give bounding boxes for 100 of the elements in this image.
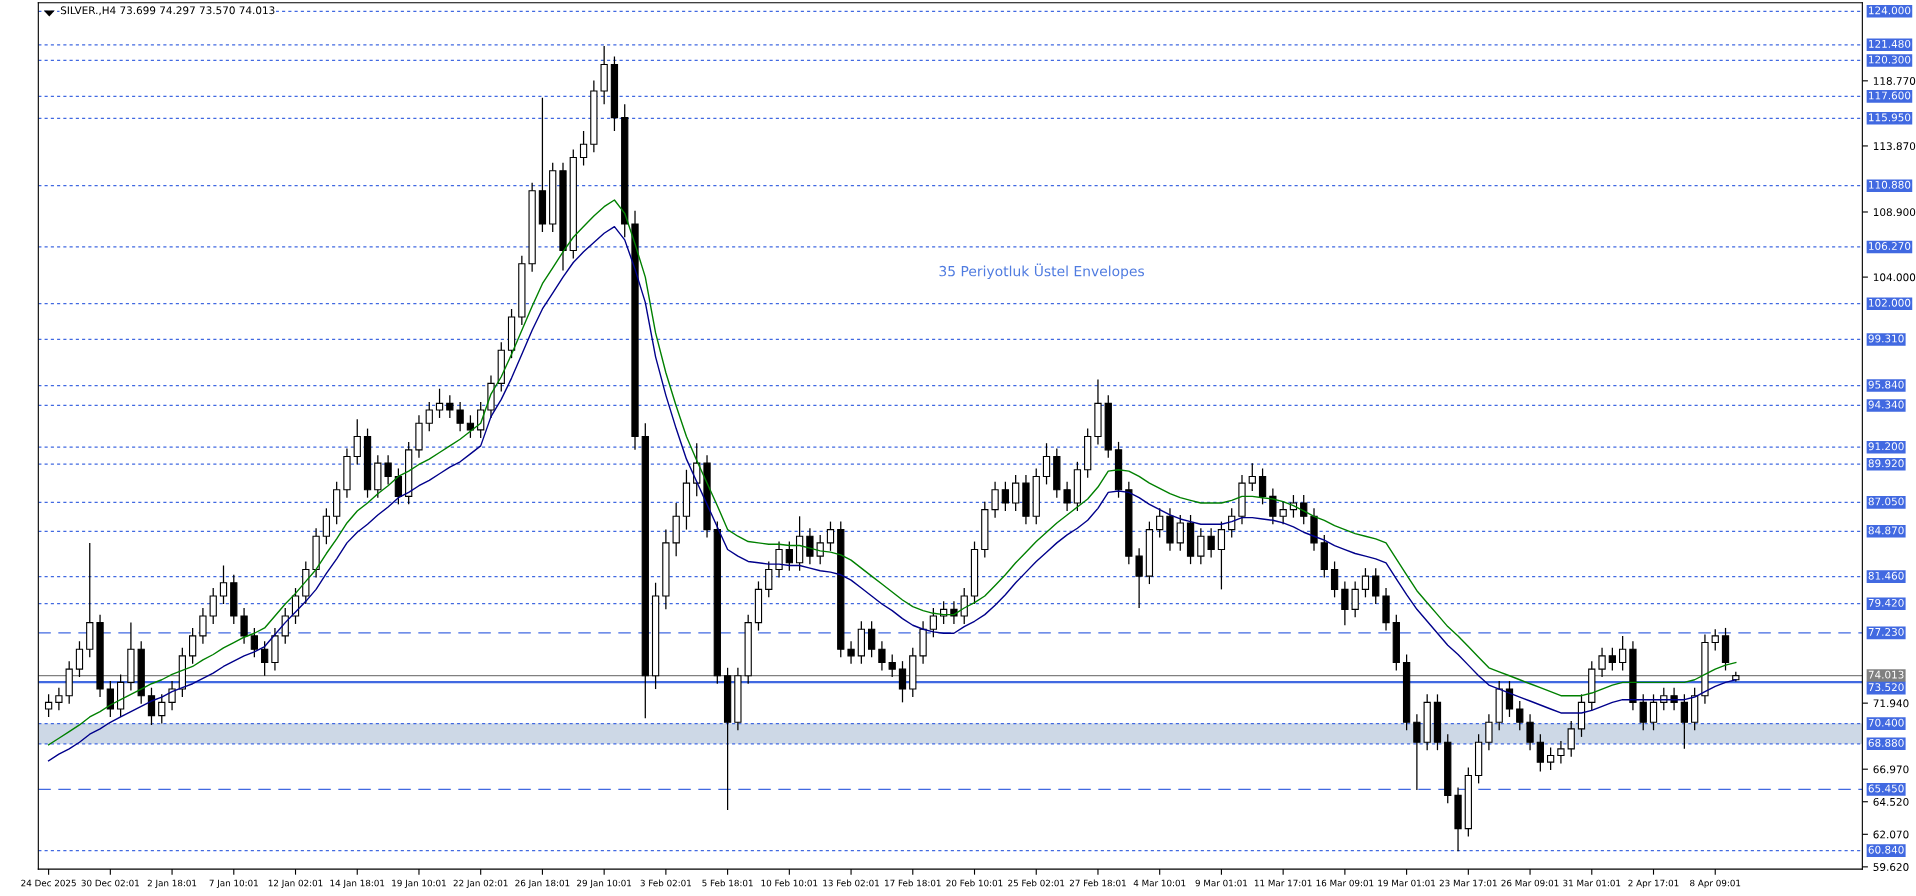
candlestick bbox=[1258, 467, 1267, 505]
candlestick bbox=[446, 394, 454, 419]
x-tick-label: 7 Jan 10:01 bbox=[209, 879, 258, 888]
x-tick-label: 8 Apr 09:01 bbox=[1690, 879, 1741, 889]
x-tick-label: 27 Feb 18:01 bbox=[1069, 879, 1126, 887]
ref-line-label: 87.050 bbox=[1868, 497, 1904, 506]
ref-line-label: 94.340 bbox=[1868, 400, 1904, 409]
candlestick bbox=[867, 620, 876, 658]
candlestick bbox=[1649, 693, 1658, 731]
candlestick bbox=[929, 607, 938, 638]
candlestick bbox=[55, 687, 63, 711]
candlestick bbox=[1269, 487, 1277, 525]
ref-line-label: 84.870 bbox=[1868, 526, 1904, 535]
candlestick bbox=[1361, 567, 1370, 598]
candlestick bbox=[806, 527, 814, 565]
y-tick-label: 66.970 bbox=[1873, 765, 1909, 774]
candlestick bbox=[209, 587, 217, 625]
ref-line-label: 77.230 bbox=[1868, 627, 1904, 636]
candlestick bbox=[1300, 494, 1308, 525]
candlestick bbox=[466, 414, 475, 439]
candlestick bbox=[1567, 720, 1575, 758]
ref-line-label: 81.460 bbox=[1868, 571, 1904, 580]
y-tick-label: 118.770 bbox=[1873, 77, 1916, 85]
candlestick bbox=[188, 627, 197, 665]
y-tick-label: 64.520 bbox=[1873, 797, 1909, 806]
ref-line-label: 106.270 bbox=[1869, 242, 1911, 250]
candlestick bbox=[1197, 527, 1205, 565]
candlestick bbox=[888, 653, 896, 678]
candlestick bbox=[1156, 507, 1164, 539]
candlestick bbox=[1516, 700, 1524, 731]
chart-title: SILVER.,H4 73.699 74.297 73.570 74.013 bbox=[60, 6, 275, 16]
ref-line-label: 68.880 bbox=[1868, 738, 1904, 747]
candlestick bbox=[1330, 560, 1339, 598]
y-tick-label: 108.900 bbox=[1873, 208, 1916, 217]
candlestick bbox=[1485, 713, 1493, 751]
candlestick bbox=[1619, 635, 1627, 672]
candlestick bbox=[1711, 628, 1719, 652]
candlestick bbox=[1608, 647, 1616, 672]
x-tick-label: 10 Feb 10:01 bbox=[761, 879, 818, 887]
ref-line-label: 89.920 bbox=[1868, 459, 1904, 468]
candlestick bbox=[261, 640, 269, 677]
x-tick-label: 20 Feb 10:01 bbox=[946, 879, 1003, 887]
x-tick-label: 3 Feb 02:01 bbox=[640, 879, 691, 887]
x-tick-label: 14 Jan 18:01 bbox=[330, 879, 385, 888]
x-tick-label: 29 Jan 10:01 bbox=[577, 879, 632, 888]
x-tick-label: 30 Dec 02:01 bbox=[81, 879, 139, 887]
x-tick-label: 24 Dec 2025 bbox=[21, 879, 76, 887]
ref-line-label: 65.450 bbox=[1868, 784, 1904, 793]
candlestick bbox=[1001, 481, 1010, 512]
ref-line-label: 121.480 bbox=[1869, 39, 1911, 48]
candlestick bbox=[1135, 547, 1143, 609]
x-tick-label: 19 Mar 01:01 bbox=[1378, 879, 1435, 887]
candlestick bbox=[1505, 680, 1514, 718]
candlestick bbox=[847, 640, 855, 665]
x-tick-label: 25 Feb 02:01 bbox=[1008, 879, 1065, 887]
ref-line-label: 117.600 bbox=[1869, 91, 1911, 100]
candlestick bbox=[1546, 746, 1555, 771]
candlestick bbox=[353, 418, 361, 466]
candlestick bbox=[1012, 474, 1020, 512]
candlestick bbox=[1176, 514, 1184, 552]
x-tick-label: 12 Jan 02:01 bbox=[268, 879, 323, 888]
x-tick-label: 19 Jan 10:01 bbox=[392, 879, 446, 888]
ref-line-label: 124.000 bbox=[1869, 6, 1911, 15]
candlestick bbox=[435, 388, 444, 419]
candlestick bbox=[1248, 462, 1256, 492]
candlestick bbox=[816, 534, 824, 565]
candlestick bbox=[219, 564, 228, 605]
candlestick bbox=[898, 660, 907, 703]
ref-line-label: 95.840 bbox=[1868, 380, 1904, 389]
candlestick bbox=[960, 587, 968, 625]
candlestick bbox=[1207, 527, 1215, 559]
x-tick-label: 2 Apr 17:01 bbox=[1628, 879, 1679, 889]
candlestick bbox=[1639, 693, 1647, 731]
candlestick bbox=[1372, 567, 1380, 605]
x-tick-label: 16 Mar 09:01 bbox=[1316, 879, 1374, 887]
annotation: 35 Periyotluk Üstel Envelopes bbox=[939, 263, 1145, 280]
ref-line-label: 70.400 bbox=[1868, 718, 1904, 727]
candlestick bbox=[456, 401, 464, 432]
ref-line-label: 60.840 bbox=[1868, 845, 1904, 854]
x-tick-label: 2 Jan 18:01 bbox=[147, 879, 197, 888]
x-tick-label: 23 Mar 17:01 bbox=[1439, 879, 1497, 887]
ref-line-label: 99.310 bbox=[1868, 334, 1904, 343]
candlestick bbox=[240, 607, 248, 645]
x-tick-label: 4 Mar 10:01 bbox=[1133, 879, 1186, 887]
x-tick-label: 5 Feb 18:01 bbox=[702, 879, 753, 887]
x-tick-label: 11 Mar 17:01 bbox=[1254, 879, 1312, 887]
candlestick bbox=[765, 560, 773, 598]
candlestick bbox=[1351, 580, 1359, 618]
candlestick bbox=[425, 401, 433, 432]
x-tick-label: 26 Mar 09:01 bbox=[1501, 879, 1559, 887]
ref-line-label: 115.950 bbox=[1869, 113, 1911, 122]
ref-line-label: 79.420 bbox=[1868, 598, 1904, 607]
x-tick-label: 22 Jan 02:01 bbox=[453, 879, 508, 888]
candlestick bbox=[199, 607, 207, 645]
y-tick-label: 113.870 bbox=[1873, 142, 1916, 151]
candlestick bbox=[826, 520, 835, 552]
ref-line-label: 74.013 bbox=[1868, 670, 1904, 679]
candlestick bbox=[75, 640, 84, 678]
candlestick bbox=[1217, 520, 1226, 591]
candlestick bbox=[775, 540, 783, 579]
